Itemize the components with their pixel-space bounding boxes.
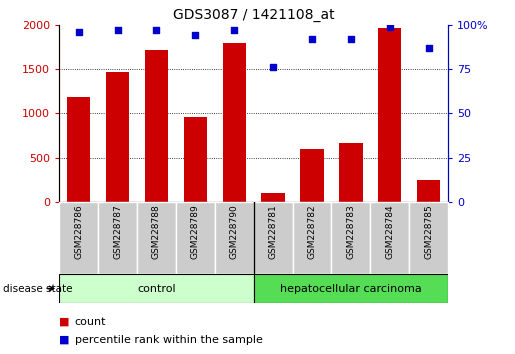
Bar	[378, 28, 401, 202]
Bar	[332, 202, 370, 274]
Point	[152, 27, 161, 33]
Bar	[59, 202, 98, 274]
Bar	[253, 274, 448, 303]
Text: count: count	[75, 317, 106, 327]
Bar	[339, 143, 363, 202]
Text: ■: ■	[59, 335, 70, 345]
Point	[269, 64, 277, 70]
Text: GSM228789: GSM228789	[191, 204, 200, 259]
Bar	[262, 193, 285, 202]
Bar	[59, 274, 253, 303]
Bar	[137, 202, 176, 274]
Bar	[215, 202, 253, 274]
Text: GSM228786: GSM228786	[74, 204, 83, 259]
Text: GSM228781: GSM228781	[269, 204, 278, 259]
Bar	[106, 72, 129, 202]
Text: GSM228787: GSM228787	[113, 204, 122, 259]
Point	[75, 29, 83, 35]
Bar	[370, 202, 409, 274]
Bar	[184, 117, 207, 202]
Text: disease state: disease state	[3, 284, 72, 293]
Text: GSM228785: GSM228785	[424, 204, 433, 259]
Bar	[300, 149, 323, 202]
Bar	[98, 202, 137, 274]
Bar	[145, 50, 168, 202]
Text: GSM228790: GSM228790	[230, 204, 238, 259]
Bar	[409, 202, 448, 274]
Point	[230, 27, 238, 33]
Point	[308, 36, 316, 42]
Text: GSM228788: GSM228788	[152, 204, 161, 259]
Bar	[176, 202, 215, 274]
Bar	[293, 202, 332, 274]
Point	[191, 33, 199, 38]
Bar	[253, 202, 293, 274]
Text: GSM228783: GSM228783	[347, 204, 355, 259]
Text: control: control	[137, 284, 176, 293]
Point	[424, 45, 433, 51]
Bar	[417, 180, 440, 202]
Text: GSM228784: GSM228784	[385, 204, 394, 258]
Point	[386, 24, 394, 29]
Text: GSM228782: GSM228782	[307, 204, 316, 258]
Point	[347, 36, 355, 42]
Point	[113, 27, 122, 33]
Text: percentile rank within the sample: percentile rank within the sample	[75, 335, 263, 345]
Text: ■: ■	[59, 317, 70, 327]
Bar	[222, 44, 246, 202]
Text: hepatocellular carcinoma: hepatocellular carcinoma	[280, 284, 422, 293]
Title: GDS3087 / 1421108_at: GDS3087 / 1421108_at	[173, 8, 334, 22]
Bar	[67, 97, 90, 202]
